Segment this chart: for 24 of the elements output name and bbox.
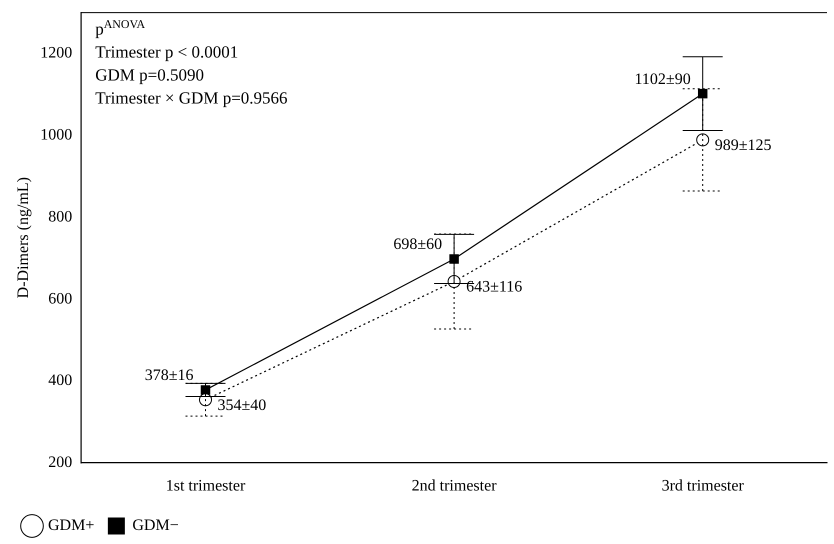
y-tick-label: 200	[48, 454, 72, 472]
annotation: GDM p=0.5090	[95, 66, 204, 85]
legend-label: GDM−	[132, 517, 179, 534]
data-label: 354±40	[218, 396, 266, 414]
point	[696, 133, 710, 146]
data-label: 643±116	[466, 278, 522, 296]
x-tick-label: 3rd trimester	[662, 478, 744, 495]
data-label: 989±125	[714, 137, 772, 154]
point	[449, 254, 459, 264]
data-label: 698±60	[393, 236, 442, 254]
y-tick-label: 800	[48, 208, 72, 226]
y-axis-title: D-Dimers (ng/mL)	[14, 177, 32, 298]
y-tick-label: 1200	[40, 44, 72, 62]
y-tick-label: 600	[48, 290, 72, 308]
data-label: 378±16	[144, 367, 194, 384]
data-label: 1102±90	[634, 70, 691, 88]
y-tick-label: 1000	[40, 126, 72, 144]
legend-label: GDM+	[48, 517, 94, 534]
annotation: Trimester × GDM p=0.9566	[95, 88, 288, 108]
y-tick-label: 400	[48, 372, 72, 390]
x-tick-label: 1st trimester	[166, 478, 246, 495]
point	[698, 88, 708, 98]
annotation: Trimester p < 0.0001	[95, 42, 238, 62]
x-tick-label: 2nd trimester	[412, 478, 498, 495]
